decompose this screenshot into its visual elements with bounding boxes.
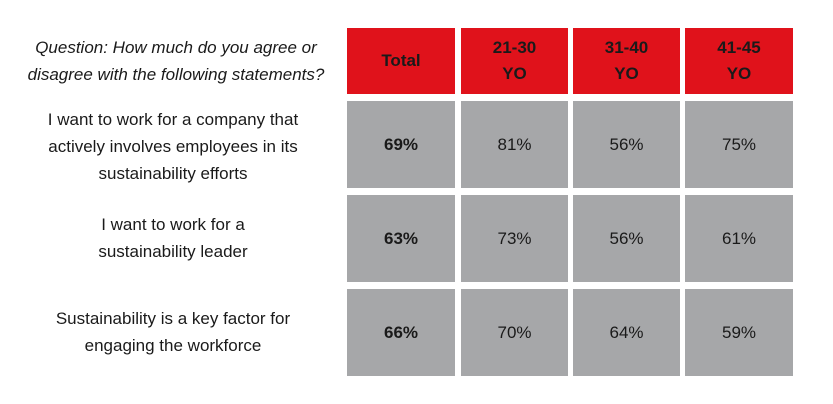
header-21-30-line1: 21-30	[492, 38, 537, 57]
cell-r1-21-30: 81%	[461, 101, 568, 188]
header-31-40-line2: YO	[614, 64, 639, 83]
row-label-2: I want to work for a sustainability lead…	[8, 196, 338, 280]
row-label-1-line2: actively involves employees in its	[48, 136, 298, 156]
header-41-45: 41-45 YO	[685, 28, 793, 94]
header-total-label: Total	[381, 51, 421, 70]
cell-r1-total: 69%	[347, 101, 455, 188]
cell-r3-41-45: 59%	[685, 289, 793, 376]
row-label-1: I want to work for a company that active…	[8, 104, 338, 188]
header-41-45-line1: 41-45	[717, 38, 761, 57]
row-label-3-line1: Sustainability is a key factor for	[55, 309, 291, 328]
header-21-30: 21-30 YO	[461, 28, 568, 94]
header-21-30-line2: YO	[502, 64, 527, 83]
cell-r3-21-30: 70%	[461, 289, 568, 376]
cell-r2-total: 63%	[347, 195, 455, 282]
row-label-2-line2: sustainability leader	[98, 242, 248, 261]
header-total: Total	[347, 28, 455, 94]
row-label-1-line3: sustainability efforts	[98, 163, 248, 183]
header-41-45-line2: YO	[726, 64, 752, 83]
cell-r2-31-40: 56%	[573, 195, 680, 282]
cell-r2-41-45: 61%	[685, 195, 793, 282]
header-31-40: 31-40 YO	[573, 28, 680, 94]
cell-r3-total: 66%	[347, 289, 455, 376]
row-label-3-line2: engaging the workforce	[84, 336, 262, 355]
row-label-2-line1: I want to work for a	[101, 215, 245, 234]
cell-r1-31-40: 56%	[573, 101, 680, 188]
question-text: Question: How much do you agree or disag…	[8, 34, 344, 88]
cell-r3-31-40: 64%	[573, 289, 680, 376]
question-line-1: Question: How much do you agree or	[35, 38, 317, 57]
cell-r1-41-45: 75%	[685, 101, 793, 188]
cell-r2-21-30: 73%	[461, 195, 568, 282]
row-label-3: Sustainability is a key factor for engag…	[8, 290, 338, 374]
question-line-2: disagree with the following statements?	[27, 65, 325, 84]
row-label-1-line1: I want to work for a company that	[47, 109, 299, 129]
header-31-40-line1: 31-40	[604, 38, 649, 57]
